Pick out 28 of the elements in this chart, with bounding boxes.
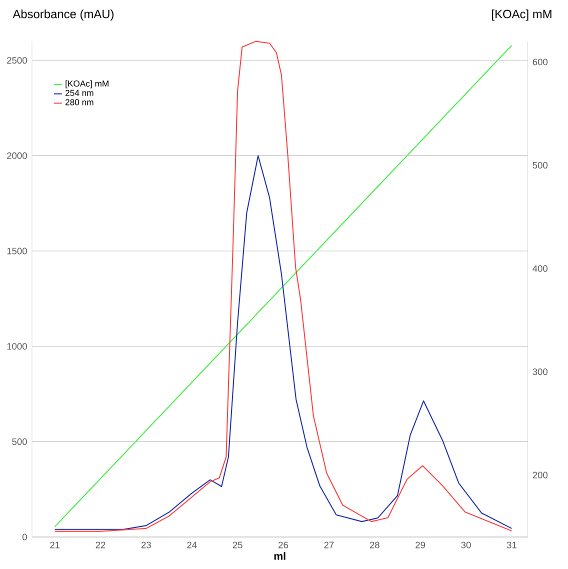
x-tick-label: 29: [416, 542, 426, 548]
x-axis-title: ml: [274, 552, 286, 560]
y2-tick-label: 300: [532, 368, 548, 376]
x-tick-label: 22: [96, 542, 106, 548]
x-tick-label: 30: [461, 542, 471, 548]
y2-axis-title: [KOAc] mM: [492, 9, 552, 21]
x-tick-label: 21: [50, 542, 60, 548]
y-tick-label: 2000: [7, 152, 28, 159]
x-tick-label: 26: [278, 542, 288, 548]
y2-tick-label: 400: [532, 265, 548, 272]
y-tick-label: 500: [12, 438, 28, 445]
y-tick-label: 1500: [7, 248, 28, 254]
y2-tick-label: 600: [533, 58, 548, 66]
legend-label: [KOAc] mM: [66, 80, 109, 88]
y-tick-label: 1000: [7, 343, 28, 350]
x-tick-label: 27: [324, 542, 334, 548]
x-tick-label: 23: [142, 542, 152, 548]
y2-tick-label: 200: [533, 472, 548, 478]
x-tick-label: 28: [370, 542, 380, 548]
y-axis-title: Absorbance (mAU): [12, 9, 114, 21]
legend-label: 254 nm: [66, 90, 94, 96]
x-tick-label: 24: [187, 542, 197, 548]
y2-tick-label: 500: [532, 162, 548, 169]
x-tick-label: 31: [507, 542, 517, 548]
x-tick-label: 25: [233, 542, 243, 548]
y-tick-label: 0: [22, 534, 28, 540]
legend-label: 280 nm: [66, 99, 94, 106]
y-tick-label: 2500: [7, 57, 28, 64]
